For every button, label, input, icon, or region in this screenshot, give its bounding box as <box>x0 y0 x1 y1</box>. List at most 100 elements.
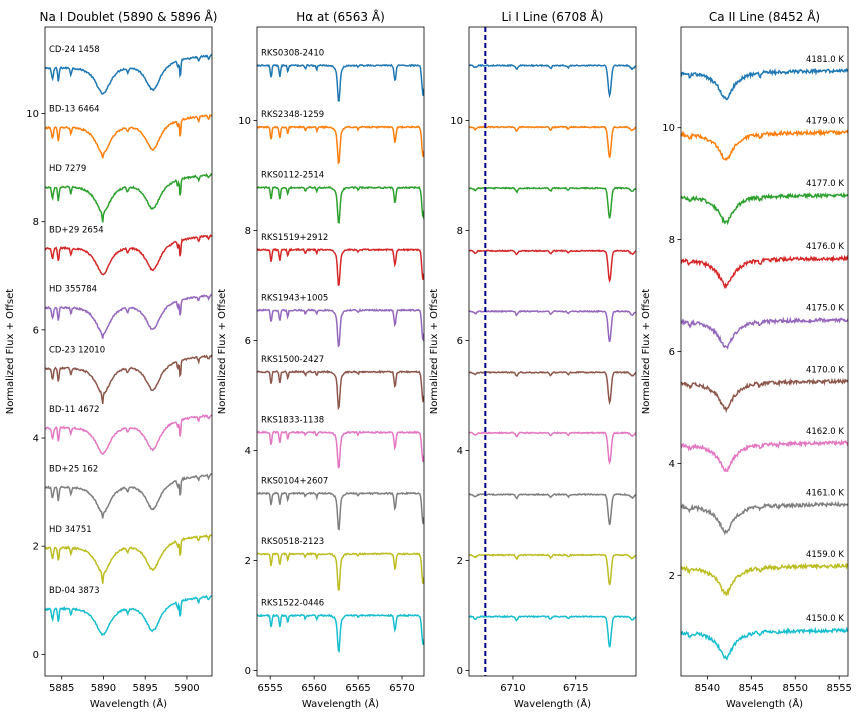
series-label: 4177.0 K <box>806 179 844 189</box>
y-tick-label: 0 <box>33 650 39 661</box>
plot-area <box>681 67 848 661</box>
plot-area <box>257 63 424 653</box>
series-line <box>469 431 636 466</box>
series-line <box>45 173 212 223</box>
x-tick-label: 6710 <box>500 683 525 694</box>
series-line <box>681 67 848 101</box>
x-tick-label: 5890 <box>91 683 116 694</box>
y-tick-label: 10 <box>26 109 39 120</box>
x-axis-label: Wavelength (Å) <box>90 697 167 710</box>
axes-frame <box>44 26 213 677</box>
series-line <box>469 614 636 648</box>
series-line <box>45 594 212 637</box>
y-tick-label: 4 <box>669 459 675 470</box>
y-axis-label: Normalized Flux + Offset <box>5 289 16 415</box>
series-line <box>45 354 212 404</box>
series-line <box>469 309 636 342</box>
series-line <box>45 414 212 456</box>
y-tick-label: 4 <box>457 446 463 457</box>
x-tick-label: 5900 <box>174 683 199 694</box>
x-axis-label: Wavelength (Å) <box>514 697 591 710</box>
series-label: 4161.0 K <box>806 488 844 498</box>
series-line <box>257 369 424 411</box>
x-axis-label: Wavelength (Å) <box>302 697 379 710</box>
panel-title: Hα at (6563 Å) <box>296 9 385 24</box>
series-line <box>45 294 212 339</box>
x-tick-label: 6560 <box>301 683 326 694</box>
x-tick-label: 5885 <box>49 683 74 694</box>
series-label: BD-13 6464 <box>49 105 100 115</box>
x-tick-label: 6555 <box>257 683 282 694</box>
series-label: HD 34751 <box>49 525 92 535</box>
series-label: RKS2348-1259 <box>261 110 324 120</box>
y-axis-label: Normalized Flux + Offset <box>217 289 228 415</box>
series-label: RKS1522-0446 <box>261 599 324 609</box>
x-tick-label: 8545 <box>739 683 764 694</box>
series-line <box>257 185 424 224</box>
series-line <box>257 125 424 165</box>
series-label: RKS1500-2427 <box>261 355 324 365</box>
series-label: HD 355784 <box>49 285 97 295</box>
series-line <box>469 249 636 283</box>
series-line <box>257 63 424 102</box>
y-tick-label: 2 <box>33 542 39 553</box>
y-tick-label: 10 <box>238 116 251 127</box>
series-line <box>469 370 636 406</box>
y-tick-label: 0 <box>457 666 463 677</box>
series-line <box>681 562 848 597</box>
series-label: RKS1943+1005 <box>261 293 328 303</box>
y-tick-label: 10 <box>662 123 675 134</box>
y-tick-label: 0 <box>245 666 251 677</box>
series-label: HD 7279 <box>49 164 86 174</box>
x-axis-label: Wavelength (Å) <box>726 697 803 710</box>
panel-title: Na I Doublet (5890 & 5896 Å) <box>40 9 218 24</box>
series-line <box>681 626 848 661</box>
series-line <box>469 492 636 526</box>
series-line <box>681 500 848 536</box>
y-tick-label: 6 <box>457 336 463 347</box>
panel-title: Li I Line (6708 Å) <box>502 9 604 24</box>
y-tick-label: 10 <box>450 116 463 127</box>
y-tick-label: 2 <box>457 556 463 567</box>
series-line <box>257 613 424 653</box>
x-tick-label: 6565 <box>345 683 370 694</box>
series-line <box>45 234 212 276</box>
series-label: BD-04 3873 <box>49 586 100 596</box>
series-label: CD-24 1458 <box>49 45 100 55</box>
axes-frame <box>468 26 637 677</box>
series-line <box>257 247 424 287</box>
series-line <box>681 254 848 290</box>
y-tick-label: 6 <box>669 347 675 358</box>
series-line <box>469 63 636 99</box>
series-label: 4175.0 K <box>806 304 844 314</box>
panel-4: 8540 8545 8550 8555 2 4 6 8 10 Ca II Line (8452 Å… <box>641 9 852 710</box>
series-label: 4150.0 K <box>806 614 844 624</box>
series-label: 4170.0 K <box>806 365 844 375</box>
y-axis-label: Normalized Flux + Offset <box>641 289 652 415</box>
series-line <box>257 308 424 348</box>
x-tick-label: 8540 <box>695 683 720 694</box>
panel-2: 6555 6560 6565 6570 0 2 4 6 8 10 Hα at (6563 Å) Wav… <box>217 9 425 710</box>
x-tick-label: 6715 <box>563 683 588 694</box>
y-tick-label: 2 <box>669 571 675 582</box>
plot-area <box>45 53 212 637</box>
series-line <box>469 186 636 219</box>
y-tick-label: 4 <box>245 446 251 457</box>
series-label: RKS1833-1138 <box>261 415 324 425</box>
series-label: BD+29 2654 <box>49 225 104 235</box>
series-line <box>257 491 424 531</box>
series-line <box>257 430 424 469</box>
series-line <box>681 191 848 226</box>
panel-1: 5885 5890 5895 5900 0 2 4 6 8 10 Na I Doublet (589… <box>5 9 218 710</box>
panel-3: 6710 6715 0 2 4 6 8 10 Li I Line (6708 Å) Wavelen… <box>429 9 637 710</box>
y-tick-label: 6 <box>33 325 39 336</box>
series-label: BD-11 4672 <box>49 405 100 415</box>
y-tick-label: 4 <box>33 434 39 445</box>
series-label: RKS0308-2410 <box>261 49 324 59</box>
y-tick-label: 2 <box>245 556 251 567</box>
series-label: BD+25 162 <box>49 464 98 474</box>
plot-area <box>469 27 636 676</box>
y-tick-label: 8 <box>33 217 39 228</box>
series-line <box>45 473 212 519</box>
